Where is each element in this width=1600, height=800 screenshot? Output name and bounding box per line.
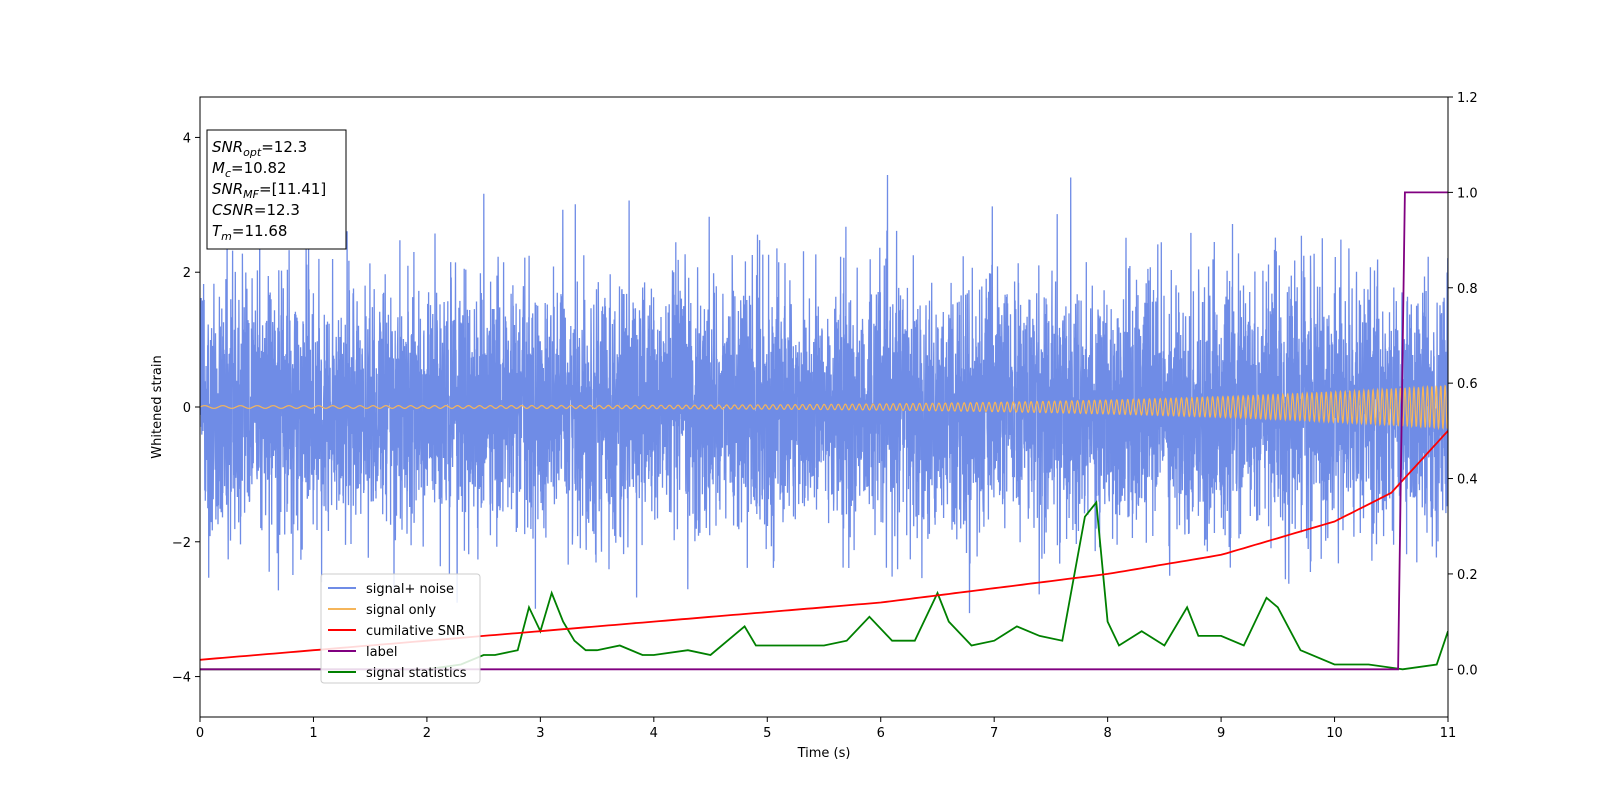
y-tick-label: −2 — [172, 536, 191, 551]
info-line: SNRopt=12.3 — [212, 138, 307, 159]
x-tick-label: 1 — [309, 726, 317, 741]
x-tick-label: 8 — [1103, 726, 1111, 741]
x-tick-label: 6 — [877, 726, 885, 741]
y-tick-label: 0 — [183, 401, 191, 416]
x-tick-label: 5 — [763, 726, 771, 741]
y2-tick-label: 0.8 — [1457, 282, 1478, 297]
legend-label: label — [366, 645, 397, 660]
y2-tick-label: 1.0 — [1457, 186, 1478, 201]
legend: signal+ noise signal only cumilative SNR la… — [320, 573, 481, 684]
info-line: SNRMF=[11.41] — [212, 180, 326, 201]
y2-tick-label: 1.2 — [1457, 91, 1478, 106]
x-axis-label: Time (s) — [797, 746, 851, 761]
x-tick-label: 9 — [1217, 726, 1225, 741]
y2-tick-label: 0.2 — [1457, 568, 1478, 583]
x-tick-label: 0 — [196, 726, 204, 741]
y-tick-label: 4 — [183, 131, 191, 146]
y-axis-label: Whitened strain — [150, 355, 165, 458]
info-line: Mc=10.82 — [212, 159, 287, 180]
y-tick-label: −4 — [172, 671, 191, 686]
series-signal-noise — [200, 174, 1448, 614]
info-line: Tm=11.68 — [212, 222, 287, 243]
y2-tick-label: 0.6 — [1457, 377, 1478, 392]
info-box: SNRopt=12.3Mc=10.82SNRMF=[11.41]CSNR=12.… — [206, 129, 347, 250]
legend-label: signal only — [366, 603, 436, 618]
x-tick-label: 11 — [1440, 726, 1457, 741]
series-signal-statistics — [200, 500, 1448, 671]
x-tick-label: 2 — [423, 726, 431, 741]
series-label — [200, 191, 1448, 671]
legend-label: cumilative SNR — [366, 624, 465, 639]
info-line: CSNR=12.3 — [212, 201, 300, 219]
series-signal-only — [200, 384, 1448, 431]
y-tick-label: 2 — [183, 266, 191, 281]
x-tick-label: 3 — [536, 726, 544, 741]
x-tick-label: 7 — [990, 726, 998, 741]
y2-tick-label: 0.0 — [1457, 663, 1478, 678]
x-tick-label: 4 — [650, 726, 658, 741]
legend-label: signal statistics — [366, 666, 467, 681]
y2-tick-label: 0.4 — [1457, 473, 1478, 488]
x-tick-label: 10 — [1326, 726, 1343, 741]
legend-label: signal+ noise — [366, 582, 454, 597]
